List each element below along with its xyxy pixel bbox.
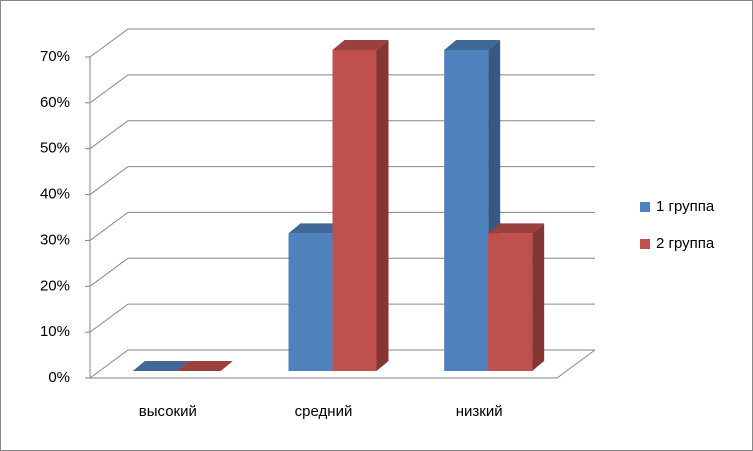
y-tick-label: 60%	[40, 94, 70, 111]
grid-line	[89, 120, 595, 150]
bar-side	[376, 40, 389, 371]
y-tick-label: 40%	[40, 186, 70, 203]
x-tick-label: средний	[295, 403, 353, 420]
bar	[332, 40, 389, 371]
y-tick-label: 70%	[40, 48, 70, 65]
legend-label: 1 группа	[656, 198, 715, 215]
floor	[90, 349, 596, 379]
bar-top	[332, 40, 389, 50]
bar-top	[132, 361, 189, 371]
bar-side	[532, 223, 545, 371]
legend-swatch	[640, 239, 650, 249]
y-tick-label: 0%	[48, 369, 70, 386]
grid-line	[89, 211, 595, 241]
bar-top	[444, 40, 501, 50]
grid-line	[89, 166, 595, 195]
bar	[488, 223, 545, 371]
bar	[176, 361, 233, 371]
grid-line	[89, 28, 595, 58]
y-tick-label: 50%	[40, 140, 70, 157]
y-tick-label: 20%	[40, 277, 70, 294]
bar-top	[288, 223, 345, 234]
grid-line	[89, 74, 595, 104]
bar	[132, 361, 189, 371]
y-tick-label: 30%	[40, 231, 70, 248]
x-tick-label: низкий	[456, 403, 503, 420]
x-tick-label: высокий	[139, 403, 197, 420]
bar-top	[176, 361, 233, 371]
bar-top	[488, 223, 545, 234]
legend-swatch	[640, 202, 650, 212]
bar-front	[444, 50, 489, 371]
grid-line	[89, 303, 595, 333]
bar-front	[488, 233, 533, 371]
legend-label: 2 группа	[656, 235, 715, 252]
y-tick-label: 10%	[40, 323, 70, 340]
bar-front	[332, 50, 377, 371]
grid-line	[89, 349, 595, 379]
bar-front	[288, 233, 333, 371]
grid-line	[89, 257, 595, 287]
